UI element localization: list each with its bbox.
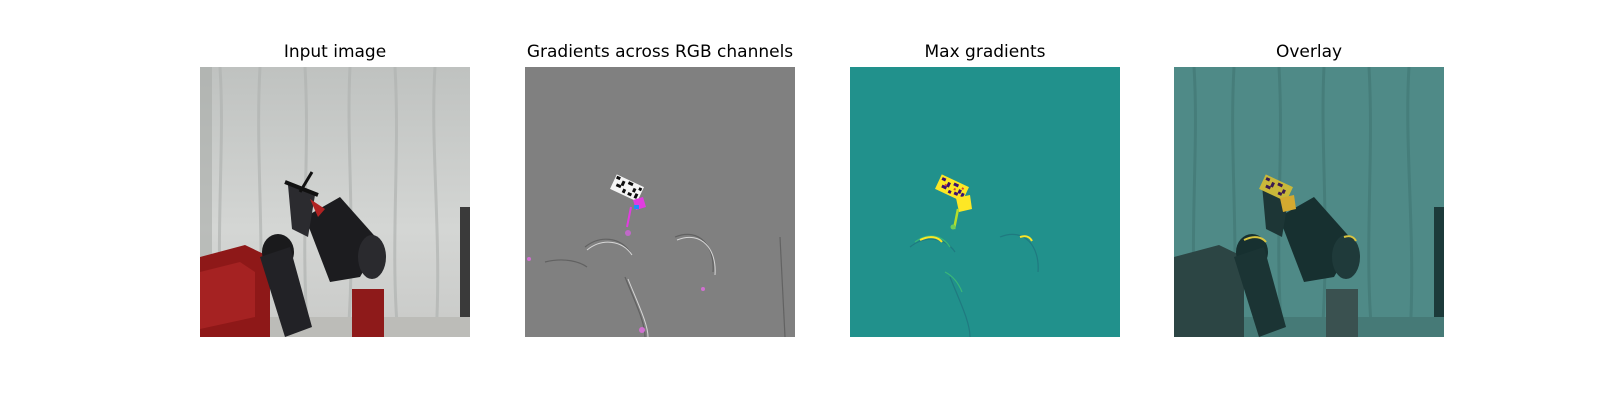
overlay-image [1174, 67, 1444, 337]
panel-title-gradients: Gradients across RGB channels [526, 42, 794, 62]
panel-title-max-gradients: Max gradients [924, 42, 1046, 62]
max-gradients-heatmap [850, 67, 1120, 337]
rgb-gradients-image [525, 67, 795, 337]
panel-title-overlay: Overlay [1275, 42, 1343, 62]
input-image [200, 67, 470, 337]
panel-title-input: Input image [283, 42, 387, 62]
